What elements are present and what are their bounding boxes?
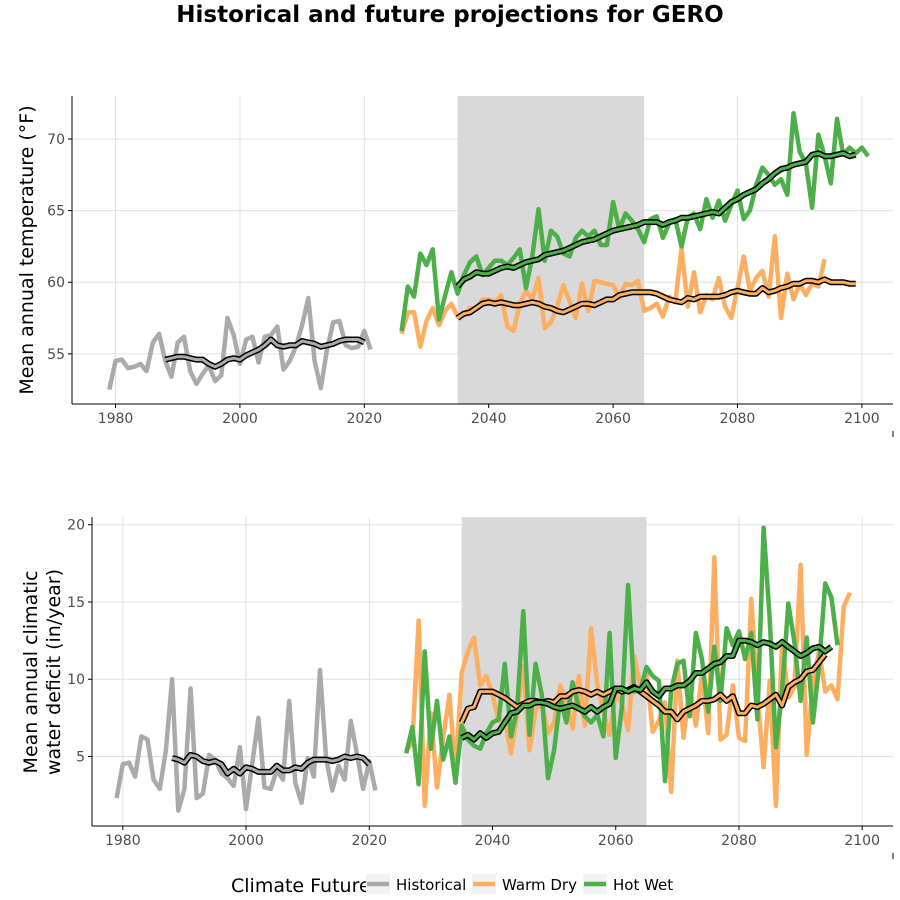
x-tick-label: 2040 <box>475 833 511 849</box>
y-axis-label: water deficit (in/year) <box>43 569 65 775</box>
y-axis-label: Mean annual temperature (°F) <box>16 105 38 394</box>
legend-label: Hot Wet <box>613 876 673 894</box>
x-tick-label: 2100 <box>844 833 880 849</box>
running-mean-line <box>171 753 371 775</box>
y-tick-label: 15 <box>67 595 85 611</box>
x-tick-label: 2020 <box>347 411 383 427</box>
x-tick-label: 2000 <box>222 411 258 427</box>
y-tick-label: 20 <box>67 518 85 534</box>
legend: Climate Future Historical Warm Dry Hot Wet <box>231 874 673 897</box>
y-tick-label: 55 <box>47 347 65 363</box>
running-mean-line <box>456 277 856 320</box>
series-line-historical <box>114 667 378 813</box>
chart-title: Historical and future projections for GE… <box>176 2 723 28</box>
series-group <box>114 525 852 813</box>
series-line-hot-wet <box>404 525 840 787</box>
y-tick-label: 65 <box>47 204 65 220</box>
x-tick-label: 2060 <box>598 833 634 849</box>
y-axis-label: Mean annual climatic <box>20 571 42 774</box>
x-tick-label: 2020 <box>351 833 387 849</box>
panel-temperature: 1980 2000 2020 2040 2060 2080 2100 55 60 65 70 Mean… <box>16 96 894 437</box>
x-tick-label: 1980 <box>98 411 134 427</box>
legend-label: Historical <box>396 876 466 894</box>
running-mean-line <box>456 151 857 288</box>
x-tick-label: 2080 <box>720 411 756 427</box>
legend-title: Climate Future <box>231 875 371 897</box>
y-tick-label: 60 <box>47 275 65 291</box>
y-tick-label: 10 <box>67 672 85 688</box>
y-tick-label: 5 <box>76 749 85 765</box>
shaded-period <box>457 96 645 404</box>
panel-water-deficit: 1980 2000 2020 2040 2060 2080 2100 5 10 15 20 Mean … <box>20 517 894 859</box>
series-group <box>107 110 870 391</box>
x-tick-label: 2100 <box>844 411 880 427</box>
x-tick-label: 2040 <box>471 411 507 427</box>
running-mean-line <box>164 338 365 369</box>
x-tick-label: 2060 <box>595 411 631 427</box>
series-line-historical <box>107 295 373 391</box>
x-tick-label: 1980 <box>105 833 141 849</box>
x-tick-label: 2000 <box>228 833 264 849</box>
series-line-warm-dry <box>404 554 852 809</box>
x-tick-label: 2080 <box>721 833 757 849</box>
running-mean-line <box>461 639 833 741</box>
legend-label: Warm Dry <box>502 876 577 894</box>
y-tick-label: 70 <box>47 132 65 148</box>
shaded-period <box>461 517 647 826</box>
